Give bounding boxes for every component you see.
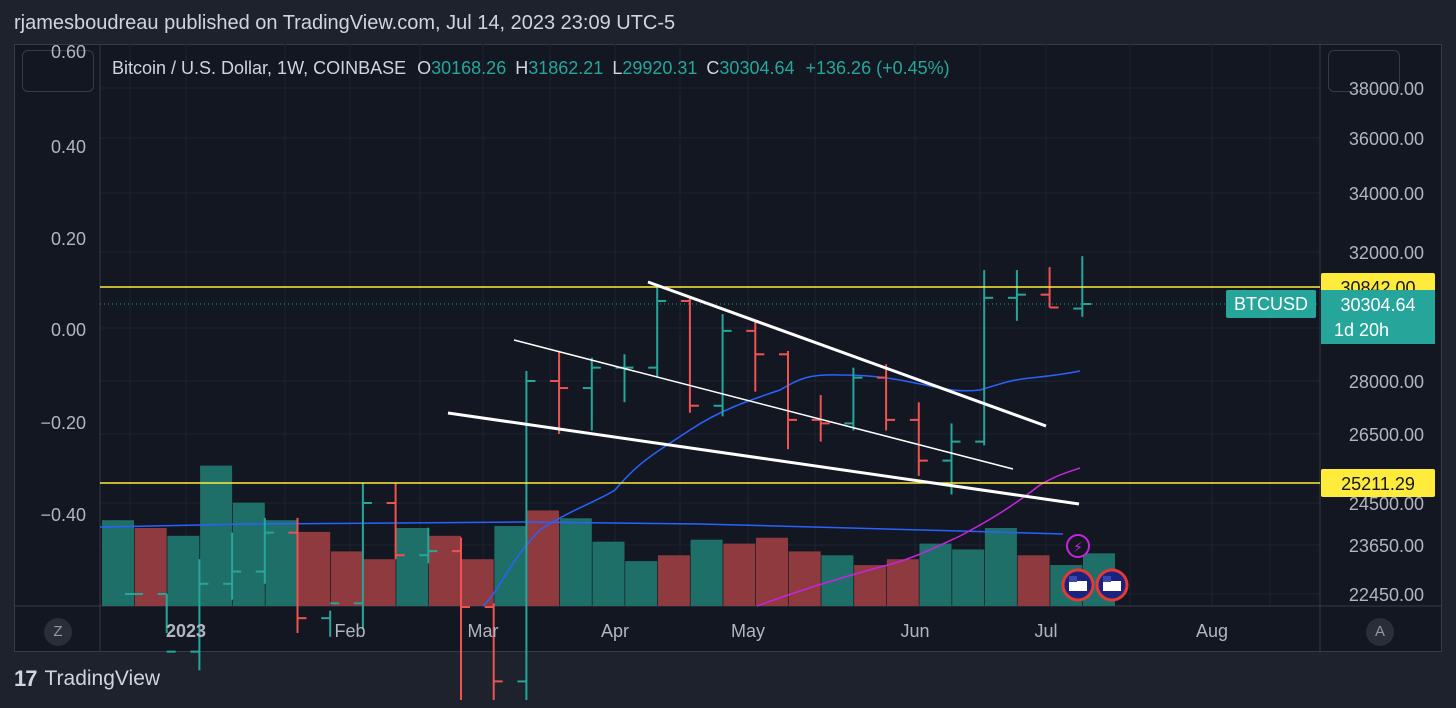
us-flag-stripes-icon [1103, 581, 1121, 591]
volume-bar [952, 549, 985, 606]
level-label-support: 25211.29 [1341, 474, 1415, 494]
volume-bar [298, 531, 331, 606]
volume-bar [723, 543, 756, 606]
legend-low-label: L [612, 58, 623, 78]
us-flag-stripes-icon [1069, 581, 1087, 591]
volume-bar [232, 502, 265, 606]
left-scale-button[interactable] [22, 50, 94, 92]
auto-scale-button[interactable]: A [1366, 618, 1394, 646]
left-tick: 0.20 [51, 229, 86, 249]
price-tick: 22450.00 [1349, 585, 1424, 605]
price-tick: 36000.00 [1349, 129, 1424, 149]
price-tick: 23650.00 [1349, 536, 1424, 556]
time-tick: Jul [1034, 621, 1057, 641]
price-tick: 24500.00 [1349, 494, 1424, 514]
symbol-tag: BTCUSD [1234, 294, 1308, 314]
legend-change: +136.26 (+0.45%) [805, 58, 950, 78]
volume-bar [886, 559, 919, 606]
volume-bar [657, 555, 690, 606]
ma-long-line [99, 521, 1064, 535]
volume-bar [330, 551, 363, 606]
volume-bar [592, 541, 625, 606]
price-tick: 28000.00 [1349, 372, 1424, 392]
tradingview-logo-icon: 17 [14, 666, 38, 691]
volume-bar [363, 559, 396, 606]
volume-bar [1017, 555, 1050, 606]
last-price-label: 30304.64 [1340, 295, 1415, 315]
symbol-tag-bg [1226, 290, 1316, 318]
ma-purple-line [756, 467, 1081, 607]
footer-brand-text: TradingView [44, 667, 161, 690]
left-tick-partial: 0.60 [51, 42, 86, 62]
zoom-z-button[interactable]: Z [44, 618, 72, 646]
left-tick: 0.00 [51, 320, 86, 340]
us-flag-canton-icon [1069, 576, 1077, 582]
countdown-label: 1d 20h [1334, 320, 1389, 340]
volume-bar [756, 537, 788, 606]
time-tick: Feb [334, 621, 365, 641]
ma-short-line [482, 370, 1081, 607]
time-tick: May [731, 621, 765, 641]
left-tick: 0.40 [51, 137, 86, 157]
volume-bar [396, 528, 429, 606]
trendline-lower [447, 411, 1080, 506]
volume-bar [788, 551, 821, 606]
lightning-glyph-icon: ⚡ [1073, 540, 1083, 556]
legend-symbol: Bitcoin / U.S. Dollar, 1W, COINBASE [112, 58, 407, 78]
volume-bar [690, 539, 723, 606]
volume-bar [919, 543, 952, 606]
lightning-event-icon [1066, 534, 1090, 558]
legend-high: 31862.21 [528, 58, 604, 78]
volume-bar [200, 465, 233, 606]
us-flag-canton-icon [1103, 576, 1111, 582]
footer-brand: 17 TradingView [14, 666, 160, 692]
time-tick: 2023 [166, 621, 206, 641]
left-tick: −0.40 [40, 505, 86, 525]
volume-bar [429, 535, 461, 606]
time-tick: Apr [601, 621, 629, 641]
volume-bar [821, 555, 854, 606]
volume-bar [494, 526, 527, 606]
last-price-label-bg [1321, 290, 1435, 344]
volume-bar [527, 510, 560, 606]
time-tick: Aug [1196, 621, 1228, 641]
volume-bar [167, 535, 200, 606]
volume-bar [984, 528, 1017, 606]
price-tick: 32000.00 [1349, 243, 1424, 263]
left-tick: −0.20 [40, 413, 86, 433]
legend-low: 29920.31 [622, 58, 698, 78]
trendline-mid [513, 339, 1014, 470]
ohlc-legend: Bitcoin / U.S. Dollar, 1W, COINBASE O301… [112, 58, 950, 79]
publish-header: rjamesboudreau published on TradingView.… [14, 12, 676, 34]
time-tick: Mar [468, 621, 499, 641]
volume-bar [102, 520, 134, 606]
right-scale-button[interactable] [1328, 50, 1400, 92]
price-tick-partial: 38000.00 [1349, 79, 1424, 99]
time-tick: Jun [900, 621, 929, 641]
trendline-upper [647, 280, 1047, 428]
price-tick: 34000.00 [1349, 184, 1424, 204]
volume-bar [461, 559, 494, 606]
volume-bar [559, 518, 592, 606]
level-label-bg-support [1321, 469, 1435, 497]
volume-bar [265, 520, 298, 606]
volume-bar [854, 565, 887, 606]
price-tick: 26500.00 [1349, 425, 1424, 445]
legend-close-label: C [706, 58, 720, 78]
legend-high-label: H [515, 58, 529, 78]
legend-open: 30168.26 [431, 58, 507, 78]
legend-open-label: O [417, 58, 432, 78]
volume-bar [625, 561, 658, 606]
legend-close: 30304.64 [719, 58, 795, 78]
